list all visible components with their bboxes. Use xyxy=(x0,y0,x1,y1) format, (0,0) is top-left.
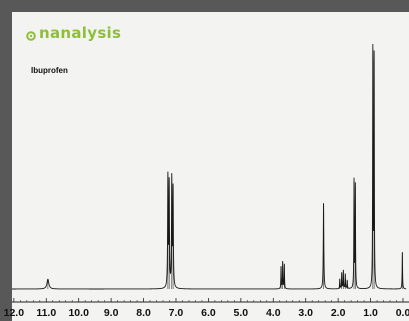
spectrum-trace xyxy=(12,43,407,290)
x-axis-tick-label: 10.0 xyxy=(68,307,89,319)
x-axis-tick-label: 7.0 xyxy=(169,307,184,319)
x-axis-tick-label: 2.0 xyxy=(331,307,346,319)
x-axis-tick-label: 8.0 xyxy=(136,307,151,319)
chart-title: Ibuprofen xyxy=(31,66,68,75)
x-axis-tick-label: 12.0 xyxy=(4,307,25,319)
x-axis-tick-label: 1.0 xyxy=(363,307,378,319)
nanalysis-logo-icon xyxy=(26,28,36,41)
brand-logo: nanalysis xyxy=(26,24,121,42)
x-axis-tick-label: 3.0 xyxy=(298,307,313,319)
x-axis-tick-label: 11.0 xyxy=(36,307,56,319)
brand-name: nanalysis xyxy=(39,24,122,42)
x-axis-tick-label: 6.0 xyxy=(201,307,216,319)
x-axis-tick-label: 0.0 xyxy=(396,307,409,319)
x-axis-tick-label: 5.0 xyxy=(234,307,249,319)
x-axis-tick-label: 9.0 xyxy=(104,307,119,319)
spectrum-panel: nanalysis Ibuprofen xyxy=(12,12,409,321)
x-axis-tick-label: 4.0 xyxy=(266,307,281,319)
